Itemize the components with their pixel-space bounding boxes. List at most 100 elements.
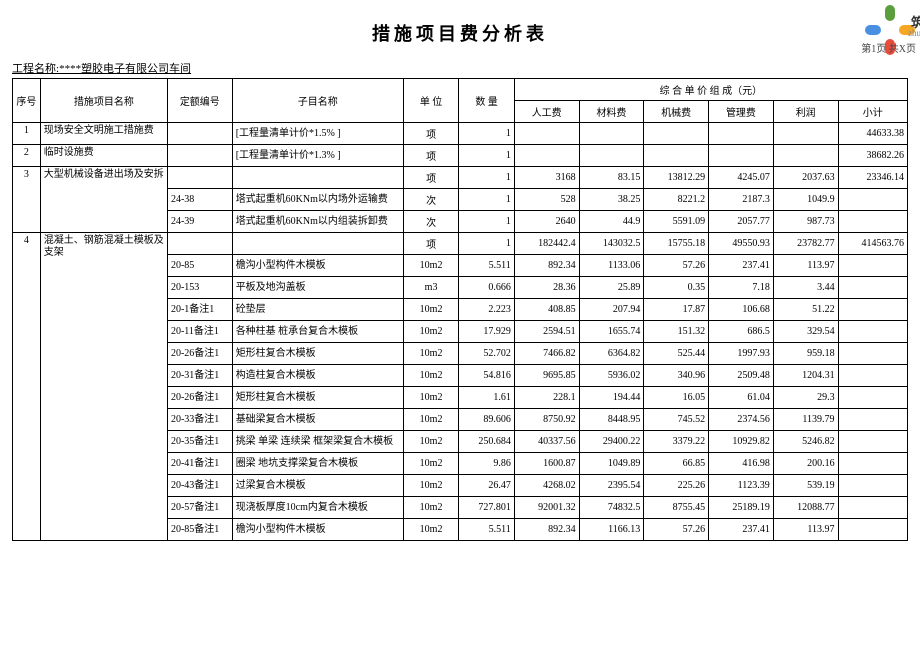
cell-profit: 2037.63 [773, 167, 838, 189]
cell-sum [838, 409, 907, 431]
cell-mgmt: 2374.56 [709, 409, 774, 431]
th-machine: 机械费 [644, 101, 709, 123]
cell-sub: 平板及地沟盖板 [232, 277, 403, 299]
cell-mach: 13812.29 [644, 167, 709, 189]
cell-code: 20-33备注1 [167, 409, 232, 431]
cell-mgmt: 49550.93 [709, 233, 774, 255]
cell-seq: 4 [13, 233, 41, 541]
cell-sum [838, 497, 907, 519]
cell-sub: 檐沟小型构件木模板 [232, 255, 403, 277]
cell-sub [232, 167, 403, 189]
cell-code: 20-11备注1 [167, 321, 232, 343]
table-row: 2临时设施费[工程量清单计价*1.3% ]项138682.26 [13, 145, 908, 167]
cell-mach: 340.96 [644, 365, 709, 387]
cell-labor: 228.1 [514, 387, 579, 409]
cell-sum: 44633.38 [838, 123, 907, 145]
table-row: 1现场安全文明施工措施费[工程量清单计价*1.5% ]项144633.38 [13, 123, 908, 145]
cell-code: 24-39 [167, 211, 232, 233]
cell-profit [773, 123, 838, 145]
cell-seq: 3 [13, 167, 41, 233]
cell-labor: 408.85 [514, 299, 579, 321]
cell-mach: 151.32 [644, 321, 709, 343]
cell-mat: 1049.89 [579, 453, 644, 475]
th-qty: 数 量 [459, 79, 515, 123]
cell-sub: [工程量清单计价*1.5% ] [232, 123, 403, 145]
cell-code: 20-41备注1 [167, 453, 232, 475]
cell-sum: 414563.76 [838, 233, 907, 255]
cell-mat: 194.44 [579, 387, 644, 409]
cell-sum [838, 211, 907, 233]
cell-unit: 10m2 [403, 343, 459, 365]
cell-profit: 959.18 [773, 343, 838, 365]
cell-sum: 23346.14 [838, 167, 907, 189]
cell-mach: 66.85 [644, 453, 709, 475]
cell-sub: 现浇板厚度10cm内复合木模板 [232, 497, 403, 519]
cell-mat: 25.89 [579, 277, 644, 299]
cell-mgmt: 10929.82 [709, 431, 774, 453]
cell-mat: 1133.06 [579, 255, 644, 277]
cell-profit: 23782.77 [773, 233, 838, 255]
cell-unit: 次 [403, 189, 459, 211]
cell-labor [514, 145, 579, 167]
cell-sub: 塔式起重机60KNm以内组装拆卸费 [232, 211, 403, 233]
cell-qty: 5.511 [459, 255, 515, 277]
cell-sum: 38682.26 [838, 145, 907, 167]
cell-labor: 3168 [514, 167, 579, 189]
cell-qty: 0.666 [459, 277, 515, 299]
cell-unit: m3 [403, 277, 459, 299]
cell-qty: 1.61 [459, 387, 515, 409]
table-row: 3大型机械设备进出场及安拆项1316883.1513812.294245.072… [13, 167, 908, 189]
cell-mach: 16.05 [644, 387, 709, 409]
th-code: 定额编号 [167, 79, 232, 123]
cell-labor: 28.36 [514, 277, 579, 299]
cell-profit: 329.54 [773, 321, 838, 343]
cost-table: 序号 措施项目名称 定额编号 子目名称 单 位 数 量 综 合 单 价 组 成（… [12, 78, 908, 541]
cell-sub: 过梁复合木模板 [232, 475, 403, 497]
cell-code: 20-31备注1 [167, 365, 232, 387]
cell-sum [838, 343, 907, 365]
cell-labor: 7466.82 [514, 343, 579, 365]
cell-mach: 3379.22 [644, 431, 709, 453]
cell-qty: 5.511 [459, 519, 515, 541]
cell-mat: 38.25 [579, 189, 644, 211]
cell-labor: 40337.56 [514, 431, 579, 453]
cell-mat: 83.15 [579, 167, 644, 189]
cell-unit: 10m2 [403, 497, 459, 519]
cell-code: 20-43备注1 [167, 475, 232, 497]
cell-qty: 9.86 [459, 453, 515, 475]
cell-profit: 29.3 [773, 387, 838, 409]
cell-mach [644, 145, 709, 167]
cell-labor: 4268.02 [514, 475, 579, 497]
cell-unit: 10m2 [403, 321, 459, 343]
cell-mach: 15755.18 [644, 233, 709, 255]
cell-mat: 5936.02 [579, 365, 644, 387]
cell-code [167, 233, 232, 255]
cell-sum [838, 519, 907, 541]
cell-mat: 2395.54 [579, 475, 644, 497]
cell-sub: [工程量清单计价*1.3% ] [232, 145, 403, 167]
cell-qty: 1 [459, 211, 515, 233]
cell-sum [838, 189, 907, 211]
th-profit: 利润 [773, 101, 838, 123]
cell-sub: 构造柱复合木模板 [232, 365, 403, 387]
cell-sum [838, 321, 907, 343]
cell-code: 20-26备注1 [167, 343, 232, 365]
cell-sum [838, 255, 907, 277]
cell-mat: 1166.13 [579, 519, 644, 541]
cell-labor: 892.34 [514, 255, 579, 277]
cell-item: 现场安全文明施工措施费 [40, 123, 167, 145]
cell-unit: 10m2 [403, 255, 459, 277]
cell-unit: 10m2 [403, 299, 459, 321]
cell-mgmt: 1997.93 [709, 343, 774, 365]
cell-mat: 74832.5 [579, 497, 644, 519]
cell-labor: 1600.87 [514, 453, 579, 475]
cell-mgmt: 237.41 [709, 519, 774, 541]
cell-mach: 745.52 [644, 409, 709, 431]
cell-labor: 8750.92 [514, 409, 579, 431]
cell-profit: 200.16 [773, 453, 838, 475]
cell-profit: 987.73 [773, 211, 838, 233]
cell-mgmt: 1123.39 [709, 475, 774, 497]
cell-unit: 10m2 [403, 409, 459, 431]
cell-qty: 727.801 [459, 497, 515, 519]
cell-profit: 113.97 [773, 255, 838, 277]
